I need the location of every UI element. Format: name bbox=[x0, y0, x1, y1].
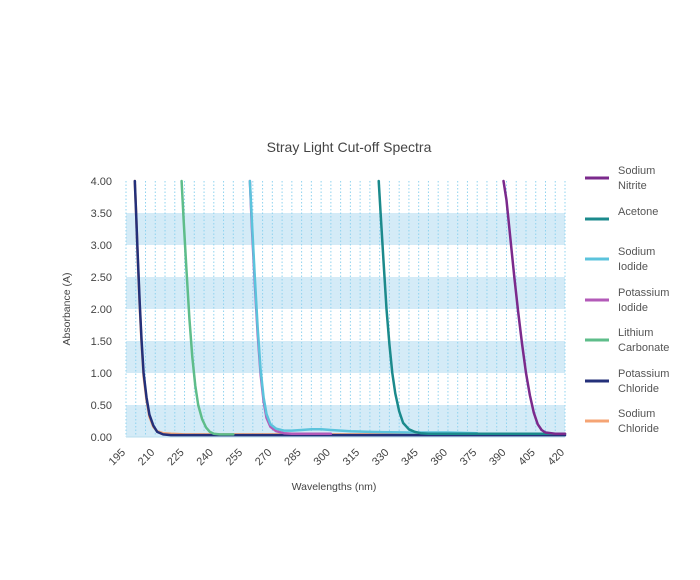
y-tick-label-1.00: 1.00 bbox=[91, 368, 112, 380]
y-tick-label-2.50: 2.50 bbox=[91, 272, 112, 284]
x-tick-label-390: 390 bbox=[487, 447, 508, 468]
band-3-3.5 bbox=[126, 213, 565, 245]
y-axis-ticks: 0.00 0.50 1.00 1.50 2.00 2.50 3.00 3.50 4.00 bbox=[91, 176, 112, 444]
legend-label-sodium-iodide: Sodium Iodide bbox=[618, 246, 655, 273]
x-axis-ticks: 195 210 225 240 255 270 285 300 315 330 345 360 375 3… bbox=[107, 447, 567, 468]
x-tick-label-405: 405 bbox=[516, 447, 537, 468]
x-tick-label-255: 255 bbox=[224, 447, 245, 468]
x-tick-label-345: 345 bbox=[399, 447, 420, 468]
x-tick-label-360: 360 bbox=[429, 447, 450, 468]
y-tick-label-3.50: 3.50 bbox=[91, 208, 112, 220]
legend-label-acetone: Acetone bbox=[618, 206, 658, 218]
series-line-sodium-nitrite bbox=[502, 179, 567, 436]
x-tick-label-285: 285 bbox=[282, 447, 303, 468]
chart-title: Stray Light Cut-off Spectra bbox=[267, 139, 432, 155]
legend-label-potassium-iodide: Potassium Iodide bbox=[618, 287, 669, 314]
x-tick-label-315: 315 bbox=[341, 447, 362, 468]
x-tick-label-195: 195 bbox=[107, 447, 128, 468]
y-tick-label-4.00: 4.00 bbox=[91, 176, 112, 188]
y-tick-label-1.50: 1.50 bbox=[91, 336, 112, 348]
y-axis-label: Absorbance (A) bbox=[61, 273, 73, 346]
series-line-potassium-chloride bbox=[133, 179, 567, 437]
legend-label-sodium-chloride: Sodium Chloride bbox=[618, 408, 659, 435]
series-line-sodium-iodide bbox=[248, 179, 479, 435]
legend: Sodium Nitrite Acetone Sodium Iodide Potassiu… bbox=[585, 165, 669, 435]
x-tick-label-210: 210 bbox=[136, 447, 157, 468]
legend-label-sodium-nitrite: Sodium Nitrite bbox=[618, 165, 655, 192]
x-tick-label-375: 375 bbox=[458, 447, 479, 468]
legend-label-lithium-carbonate: Lithium Carbonate bbox=[618, 327, 669, 354]
y-tick-label-3.00: 3.00 bbox=[91, 240, 112, 252]
x-tick-label-300: 300 bbox=[312, 447, 333, 468]
series-line-lithium-carbonate bbox=[180, 179, 235, 436]
y-tick-label-2.00: 2.00 bbox=[91, 304, 112, 316]
series-lines bbox=[133, 179, 567, 437]
x-tick-label-240: 240 bbox=[194, 447, 215, 468]
background-bands bbox=[126, 213, 565, 437]
band-2-2.5 bbox=[126, 277, 565, 309]
y-tick-label-0.50: 0.50 bbox=[91, 400, 112, 412]
y-tick-label-0.00: 0.00 bbox=[91, 432, 112, 444]
band-1-1.5 bbox=[126, 341, 565, 373]
legend-label-potassium-chloride: Potassium Chloride bbox=[618, 368, 669, 395]
x-tick-label-270: 270 bbox=[253, 447, 274, 468]
x-axis-label: Wavelengths (nm) bbox=[292, 481, 377, 493]
x-tick-label-225: 225 bbox=[165, 447, 186, 468]
band-0-0.5 bbox=[126, 405, 565, 437]
series-line-acetone bbox=[377, 179, 567, 436]
x-tick-label-330: 330 bbox=[370, 447, 391, 468]
x-tick-label-420: 420 bbox=[546, 447, 567, 468]
